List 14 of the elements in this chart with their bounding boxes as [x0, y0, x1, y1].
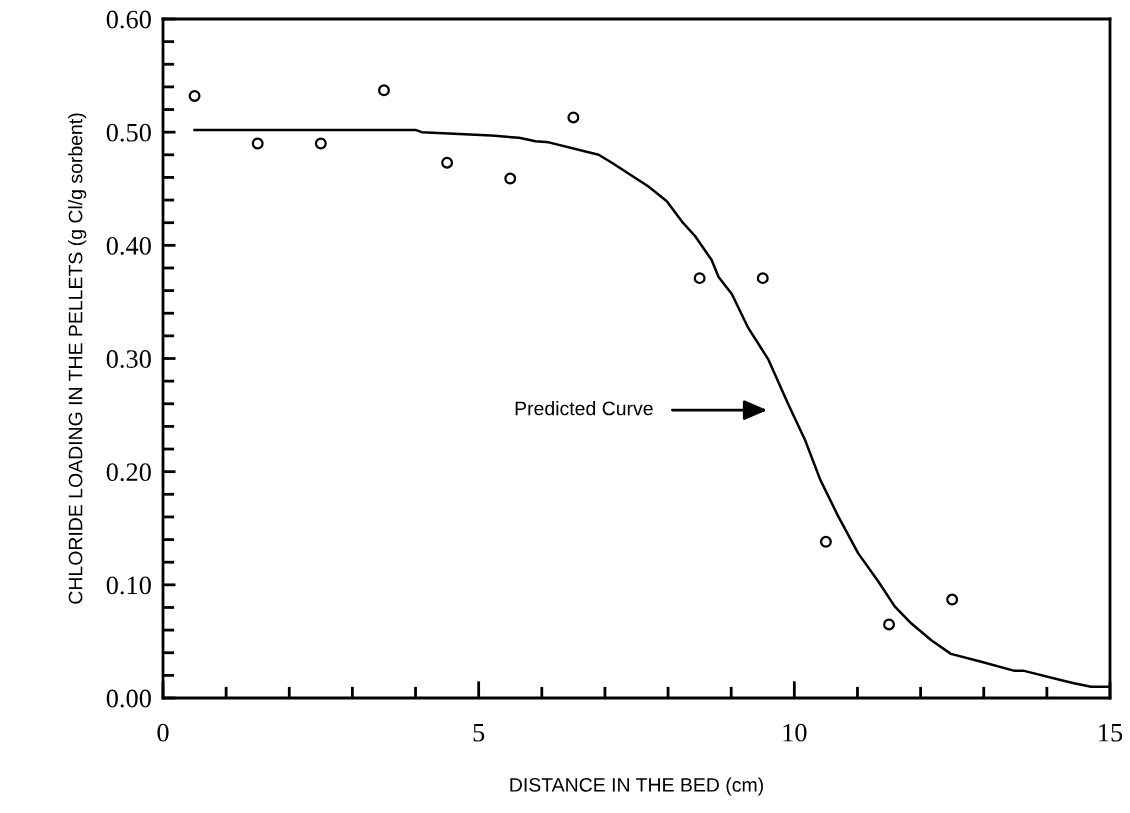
y-tick-label: 0.60	[106, 10, 151, 29]
x-tick-label: 5	[473, 724, 485, 742]
x-tick-label: 0	[157, 723, 169, 742]
x-tick-label: 15	[1099, 723, 1123, 742]
annotation: Predicted Curve	[515, 401, 653, 416]
y-tick-label: 0.30	[106, 350, 151, 369]
y-tick-label: 0.10	[106, 576, 151, 595]
y-tick-label: 0.00	[106, 689, 151, 708]
y-axis-title: CHLORIDE LOADING IN THE PELLETS (g Cl/g sorbent)	[68, 113, 87, 604]
x-axis-title: DISTANCE IN THE BED (cm)	[510, 777, 763, 796]
y-tick-label: 0.40	[106, 236, 151, 255]
y-tick-label: 0.20	[106, 463, 151, 482]
x-tick-label: 10	[783, 723, 807, 742]
y-tick-label: 0.50	[106, 123, 151, 142]
